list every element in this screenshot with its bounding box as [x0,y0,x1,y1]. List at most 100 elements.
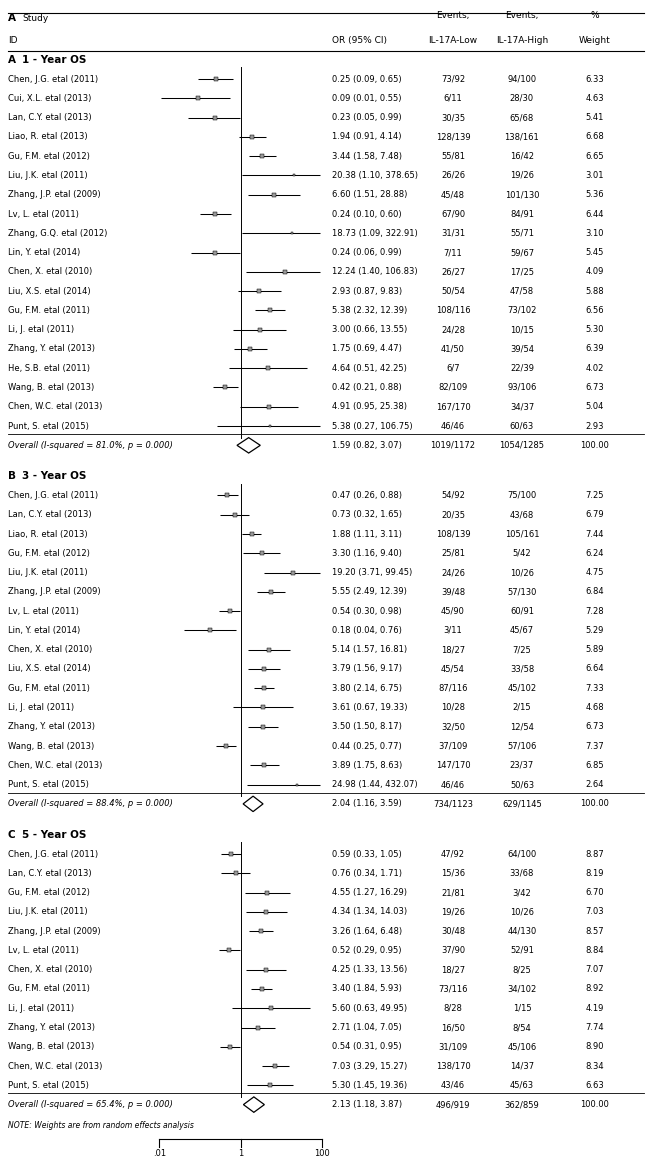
Text: 19/26: 19/26 [441,907,465,917]
Text: 6.64: 6.64 [586,664,604,673]
Text: 2.93: 2.93 [586,422,604,430]
Text: 1.94 (0.91, 4.14): 1.94 (0.91, 4.14) [332,132,401,141]
Text: 45/102: 45/102 [508,684,536,693]
Text: 138/161: 138/161 [504,132,540,141]
Text: 45/48: 45/48 [441,190,465,199]
Text: Li, J. etal (2011): Li, J. etal (2011) [8,704,74,712]
Text: 67/90: 67/90 [441,210,465,219]
Text: 33/58: 33/58 [510,664,534,673]
Text: Chen, W.C. etal (2013): Chen, W.C. etal (2013) [8,402,102,411]
Text: 45/54: 45/54 [441,664,465,673]
Text: Liu, J.K. etal (2011): Liu, J.K. etal (2011) [8,568,87,577]
Text: 8.87: 8.87 [586,850,604,859]
Text: 23/37: 23/37 [510,760,534,770]
Text: 3.10: 3.10 [586,228,604,238]
Text: 46/46: 46/46 [441,422,465,430]
Text: 4.64 (0.51, 42.25): 4.64 (0.51, 42.25) [332,364,406,373]
Text: 101/130: 101/130 [504,190,540,199]
Text: 5 - Year OS: 5 - Year OS [22,830,86,840]
Text: 20/35: 20/35 [441,510,465,519]
Text: Wang, B. etal (2013): Wang, B. etal (2013) [8,742,94,751]
Text: 31/109: 31/109 [439,1042,468,1051]
Text: 7.03: 7.03 [586,907,604,917]
Text: 5.29: 5.29 [586,626,604,635]
Text: 6.79: 6.79 [586,510,604,519]
Text: Liao, R. etal (2013): Liao, R. etal (2013) [8,530,87,539]
Text: NOTE: Weights are from random effects analysis: NOTE: Weights are from random effects an… [8,1121,194,1130]
Text: 24.98 (1.44, 432.07): 24.98 (1.44, 432.07) [332,780,417,789]
Text: %: % [590,10,599,20]
Text: 0.09 (0.01, 0.55): 0.09 (0.01, 0.55) [332,94,401,103]
Text: 6.73: 6.73 [586,382,604,392]
Text: 2.71 (1.04, 7.05): 2.71 (1.04, 7.05) [332,1023,401,1032]
Text: 6/11: 6/11 [444,94,462,103]
Text: 12.24 (1.40, 106.83): 12.24 (1.40, 106.83) [332,268,417,276]
Text: 3/42: 3/42 [513,888,531,897]
Text: 12/54: 12/54 [510,722,534,731]
Text: 37/90: 37/90 [441,946,465,955]
Text: 41/50: 41/50 [441,344,465,353]
Text: 84/91: 84/91 [510,210,534,219]
Text: Gu, F.M. etal (2011): Gu, F.M. etal (2011) [8,984,90,993]
Text: Lan, C.Y. etal (2013): Lan, C.Y. etal (2013) [8,510,92,519]
Text: 34/102: 34/102 [508,984,537,993]
Text: 73/92: 73/92 [441,74,465,83]
Text: 0.59 (0.33, 1.05): 0.59 (0.33, 1.05) [332,850,401,859]
Text: A: A [8,54,16,65]
Text: 0.52 (0.29, 0.95): 0.52 (0.29, 0.95) [332,946,401,955]
Text: 55/81: 55/81 [441,152,465,161]
Text: 6.65: 6.65 [586,152,604,161]
Text: 3.30 (1.16, 9.40): 3.30 (1.16, 9.40) [332,548,402,557]
Text: 8/25: 8/25 [513,965,531,975]
Text: Punt, S. etal (2015): Punt, S. etal (2015) [8,780,88,789]
Text: Chen, X. etal (2010): Chen, X. etal (2010) [8,268,92,276]
Text: He, S.B. etal (2011): He, S.B. etal (2011) [8,364,90,373]
Text: 105/161: 105/161 [504,530,540,539]
Text: 5.04: 5.04 [586,402,604,411]
Text: 30/48: 30/48 [441,926,465,935]
Text: 45/90: 45/90 [441,606,465,615]
Text: 7.33: 7.33 [586,684,604,693]
Text: 5.14 (1.57, 16.81): 5.14 (1.57, 16.81) [332,646,407,654]
Text: 6.44: 6.44 [586,210,604,219]
Text: Chen, J.G. etal (2011): Chen, J.G. etal (2011) [8,850,98,859]
Text: 16/50: 16/50 [441,1023,465,1032]
Text: Overall (I-squared = 81.0%, p = 0.000): Overall (I-squared = 81.0%, p = 0.000) [8,440,173,450]
Text: 47/92: 47/92 [441,850,465,859]
Text: 94/100: 94/100 [508,74,536,83]
Text: Punt, S. etal (2015): Punt, S. etal (2015) [8,422,88,430]
Text: 32/50: 32/50 [441,722,465,731]
Polygon shape [243,1096,265,1113]
Text: 3.61 (0.67, 19.33): 3.61 (0.67, 19.33) [332,704,407,712]
Text: 0.54 (0.30, 0.98): 0.54 (0.30, 0.98) [332,606,401,615]
Text: 24/26: 24/26 [441,568,465,577]
Text: 15/36: 15/36 [441,869,465,877]
Text: IL-17A-Low: IL-17A-Low [428,36,478,45]
Text: Lin, Y. etal (2014): Lin, Y. etal (2014) [8,626,80,635]
Text: 4.91 (0.95, 25.38): 4.91 (0.95, 25.38) [332,402,406,411]
Text: 7.74: 7.74 [586,1023,604,1032]
Text: 93/106: 93/106 [507,382,537,392]
Text: 60/91: 60/91 [510,606,534,615]
Text: 7.37: 7.37 [586,742,604,751]
Text: 3/11: 3/11 [444,626,462,635]
Text: 8.19: 8.19 [586,869,604,877]
Text: 2/15: 2/15 [513,704,531,712]
Text: 3.89 (1.75, 8.63): 3.89 (1.75, 8.63) [332,760,402,770]
Text: 39/48: 39/48 [441,588,465,597]
Text: 2.13 (1.18, 3.87): 2.13 (1.18, 3.87) [332,1100,402,1109]
Text: 167/170: 167/170 [436,402,471,411]
Text: 22/39: 22/39 [510,364,534,373]
Text: 5.60 (0.63, 49.95): 5.60 (0.63, 49.95) [332,1004,407,1013]
Text: Lin, Y. etal (2014): Lin, Y. etal (2014) [8,248,80,257]
Text: ID: ID [8,36,18,45]
Text: 46/46: 46/46 [441,780,465,789]
Text: Weight: Weight [579,36,610,45]
Text: Zhang, Y. etal (2013): Zhang, Y. etal (2013) [8,344,95,353]
Text: 8.57: 8.57 [586,926,604,935]
Text: Gu, F.M. etal (2012): Gu, F.M. etal (2012) [8,152,90,161]
Text: 3.50 (1.50, 8.17): 3.50 (1.50, 8.17) [332,722,402,731]
Text: Liao, R. etal (2013): Liao, R. etal (2013) [8,132,87,141]
Text: Gu, F.M. etal (2011): Gu, F.M. etal (2011) [8,684,90,693]
Text: 7.44: 7.44 [586,530,604,539]
